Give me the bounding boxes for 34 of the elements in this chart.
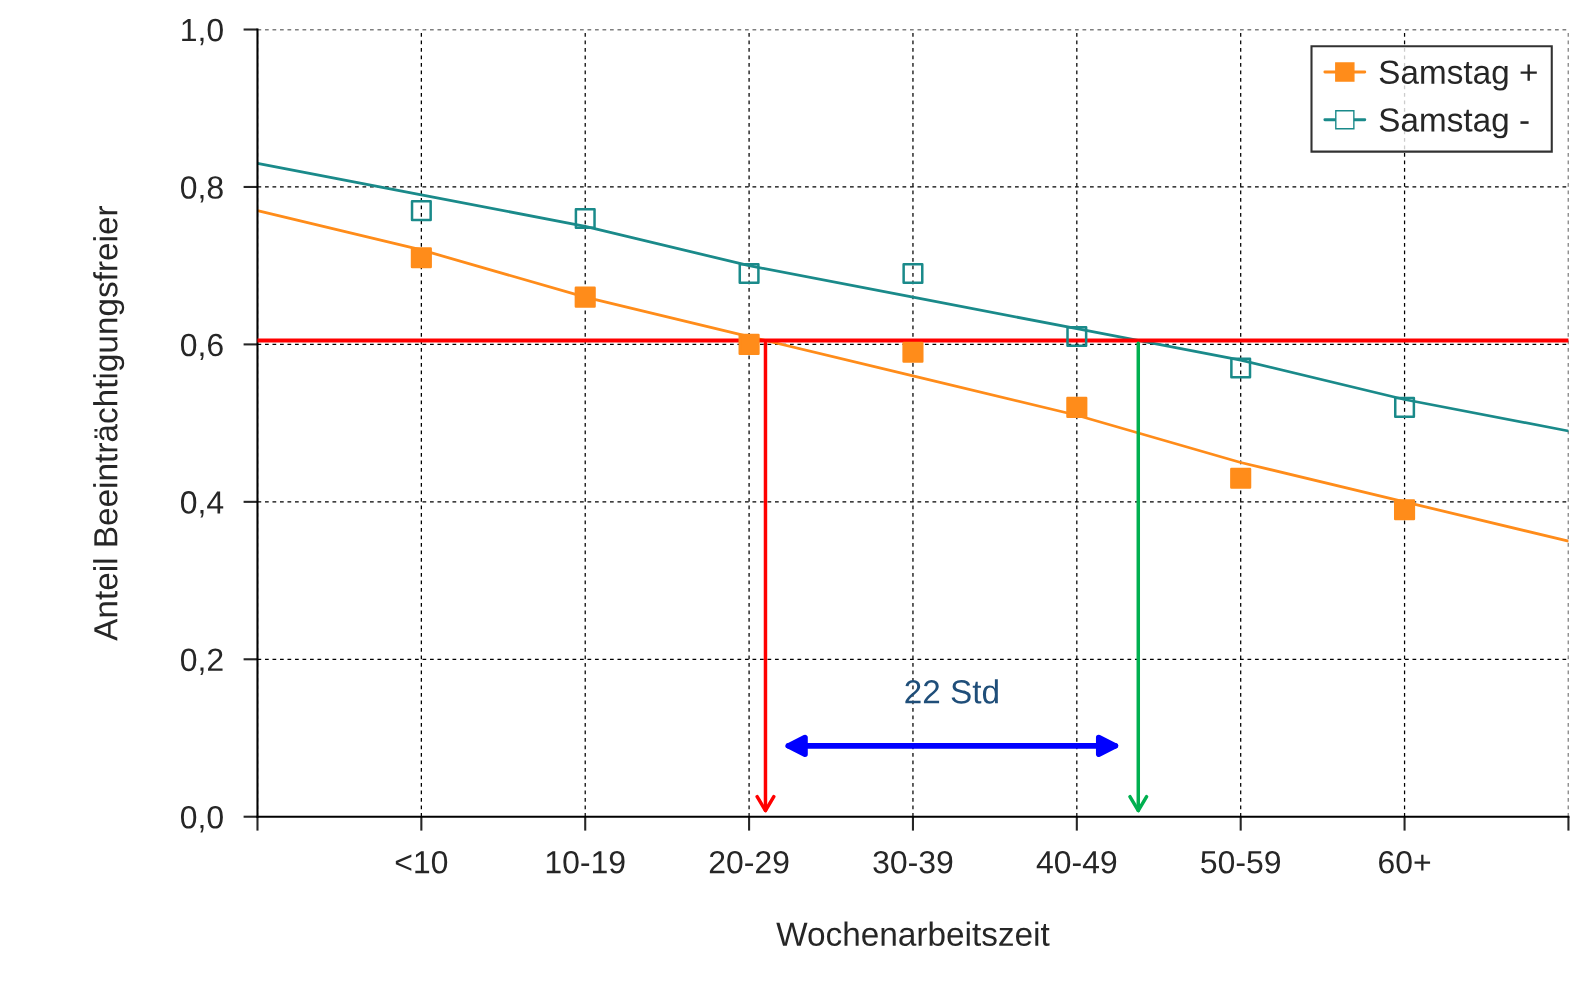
point	[1393, 396, 1416, 418]
point	[574, 286, 596, 308]
line-series	[257, 209, 1569, 543]
y-tick-label: 0,0	[180, 805, 223, 833]
legend-label: Samstag +	[1379, 60, 1537, 91]
y-tick-label: 0,6	[180, 333, 223, 361]
x-tick-label: 20-29	[709, 850, 789, 874]
x-tick-label: 60+	[1379, 850, 1431, 874]
y-tick-label: 0,2	[180, 648, 223, 675]
legend-label: Samstag -	[1379, 108, 1529, 139]
point	[902, 262, 924, 285]
line-series	[257, 161, 1569, 433]
annotation: 22 Std	[905, 679, 998, 704]
x-tick-label: 10-19	[546, 850, 625, 874]
point	[574, 207, 596, 230]
point	[410, 200, 432, 222]
x-tick-label: 50-59	[1201, 850, 1281, 874]
point	[738, 333, 760, 355]
point	[1230, 467, 1252, 489]
x-tick-label: <10	[395, 850, 448, 874]
x-tick-label: 40-49	[1036, 850, 1117, 874]
point	[1066, 396, 1088, 418]
x-axis-title: Wochenarbeitszeit	[776, 921, 1050, 946]
point	[1230, 357, 1252, 379]
y-tick-label: 0,4	[180, 491, 224, 518]
y-tick-label: 0,8	[180, 176, 223, 203]
point	[1393, 499, 1416, 521]
y-axis-title: Anteil Beeinträchtigungsfreier	[93, 205, 125, 641]
y-tick-label: 1,0	[182, 18, 223, 46]
x-tick-label: 30-39	[873, 850, 953, 874]
point	[410, 247, 432, 269]
point	[738, 262, 760, 285]
point	[1066, 325, 1088, 348]
point	[902, 341, 924, 363]
